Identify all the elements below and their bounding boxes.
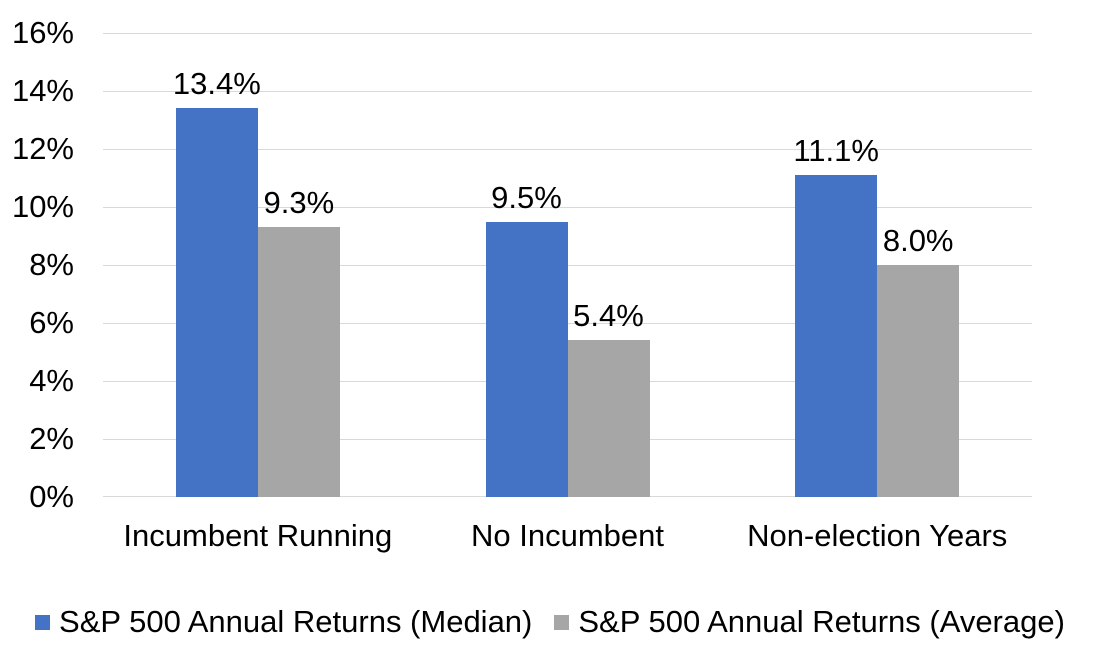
gridline <box>103 323 1032 324</box>
gridline <box>103 207 1032 208</box>
y-axis-tick-label: 14% <box>11 73 74 108</box>
y-axis-tick-label: 2% <box>29 421 74 456</box>
gridline <box>103 265 1032 266</box>
bar-value-label: 5.4% <box>573 298 644 334</box>
gridline <box>103 33 1032 34</box>
legend-item-median: S&P 500 Annual Returns (Median) <box>35 604 532 640</box>
bar-average: 8.0% <box>877 223 960 497</box>
chart-legend: S&P 500 Annual Returns (Median) S&P 500 … <box>0 604 1100 640</box>
bar-value-label: 8.0% <box>882 223 954 258</box>
bar-median: 13.4% <box>173 66 261 497</box>
legend-item-average: S&P 500 Annual Returns (Average) <box>554 604 1065 640</box>
bar-group: 9.5% 5.4% <box>413 33 723 497</box>
plot-area: 13.4% 9.3% 9.5% 5.4% 11.1% 8.0% <box>103 33 1032 497</box>
x-axis-category-label: Non-election Years <box>747 518 1008 553</box>
bar-value-label: 11.1% <box>793 133 879 169</box>
bar-median: 11.1% <box>793 133 879 497</box>
y-axis-tick-label: 6% <box>29 305 74 340</box>
x-axis: Incumbent Running No Incumbent Non-elect… <box>103 518 1032 554</box>
y-axis-tick-label: 8% <box>29 247 74 282</box>
x-axis-category-label: No Incumbent <box>471 518 664 553</box>
legend-label: S&P 500 Annual Returns (Average) <box>578 604 1065 639</box>
bar-value-label: 13.4% <box>172 66 261 102</box>
bar-value-label: 9.3% <box>263 185 335 221</box>
gridline <box>103 149 1032 150</box>
legend-label: S&P 500 Annual Returns (Median) <box>59 604 533 639</box>
y-axis-tick-label: 10% <box>11 189 74 224</box>
y-axis-tick-label: 16% <box>11 15 74 50</box>
legend-swatch-average-icon <box>554 614 570 630</box>
bar-average: 9.3% <box>257 185 340 497</box>
legend-swatch-median-icon <box>35 614 51 630</box>
bar-median: 9.5% <box>485 180 568 497</box>
bar-group: 11.1% 8.0% <box>722 33 1032 497</box>
y-axis-tick-label: 0% <box>29 479 74 514</box>
bar-average: 5.4% <box>567 298 650 497</box>
gridline <box>103 91 1032 92</box>
y-axis: 16% 14% 12% 10% 8% 6% 4% 2% 0% <box>0 15 74 514</box>
x-axis-category-label: Incumbent Running <box>123 518 393 553</box>
y-axis-tick-label: 12% <box>11 131 74 166</box>
bar-value-label: 9.5% <box>491 179 562 215</box>
bar-group: 13.4% 9.3% <box>103 33 413 497</box>
y-axis-tick-label: 4% <box>29 363 74 398</box>
